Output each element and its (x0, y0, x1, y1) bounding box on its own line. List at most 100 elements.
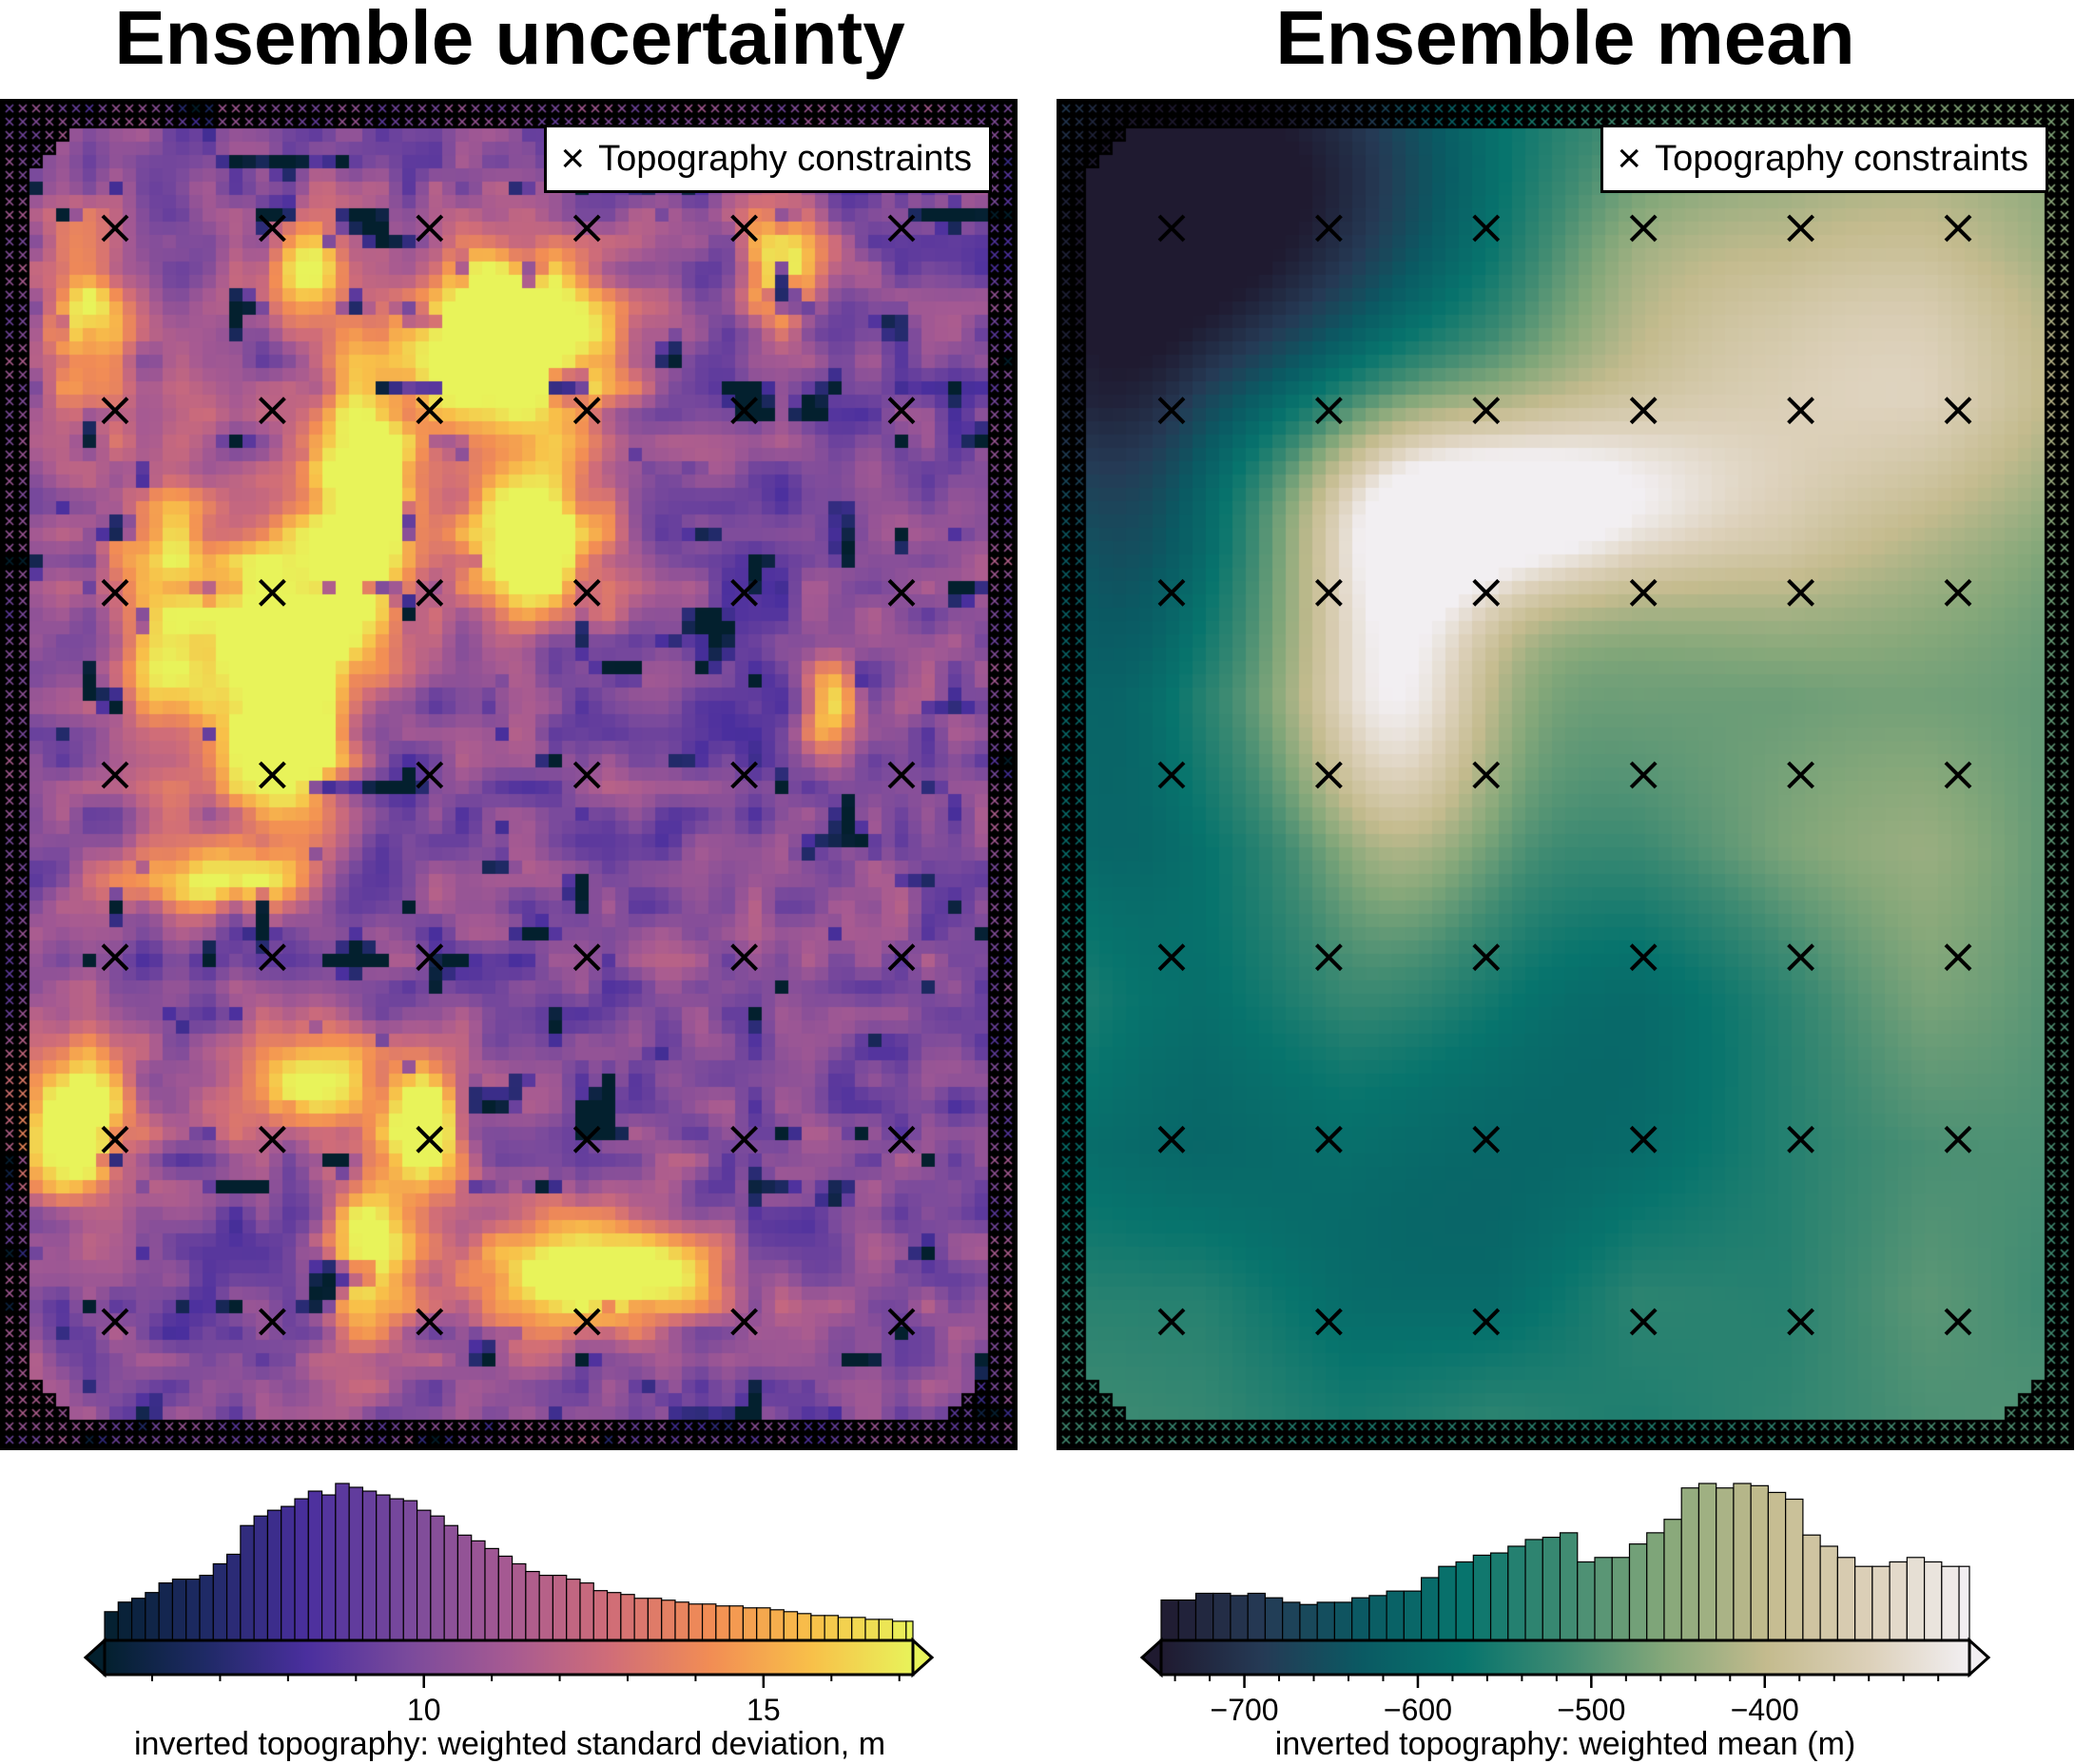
histogram-bar (606, 1592, 622, 1641)
histogram-bar (240, 1524, 255, 1641)
histogram-bar (348, 1486, 364, 1641)
histogram-bar (1264, 1597, 1284, 1641)
right-colorbar-label: inverted topography: weighted mean (m) (1274, 1726, 1856, 1762)
left-legend-label: Topography constraints (598, 138, 972, 179)
constraint-marker (887, 1308, 916, 1336)
histogram-bar (1750, 1484, 1770, 1641)
constraint-marker (1787, 578, 1815, 607)
histogram-bar (1386, 1590, 1405, 1641)
colorbar (103, 1638, 915, 1677)
histogram-bar (810, 1615, 825, 1641)
constraint-marker (887, 761, 916, 789)
tick-label: −400 (1731, 1693, 1799, 1727)
histogram-bar (130, 1598, 146, 1641)
constraint-marker (1157, 1308, 1186, 1336)
histogram-bar (674, 1601, 689, 1641)
histogram-bar (320, 1494, 337, 1641)
histogram-bar (1785, 1498, 1804, 1641)
constraint-marker (416, 214, 444, 242)
constraint-marker (1314, 1308, 1343, 1336)
constraint-marker (572, 761, 601, 789)
histogram-bar (1628, 1543, 1648, 1641)
constraint-marker (258, 1125, 286, 1153)
histogram-bar (511, 1562, 527, 1641)
histogram-bar (253, 1515, 269, 1641)
histogram-bar (1282, 1601, 1301, 1641)
right-colorbar-histogram: −700 −600 −500 −400 (1139, 1483, 1991, 1727)
histogram-bar (864, 1619, 880, 1641)
histogram-bar (497, 1555, 514, 1641)
histogram-bar (158, 1582, 174, 1641)
histogram-bar (443, 1524, 459, 1641)
constraint-marker (1629, 1125, 1658, 1153)
histogram-bar (647, 1598, 663, 1641)
histogram-bar (1680, 1487, 1700, 1641)
tick-label: 10 (407, 1693, 441, 1727)
histogram-bar (484, 1547, 499, 1641)
constraint-marker (1157, 397, 1186, 425)
histogram-bar (592, 1590, 609, 1641)
histogram-bar (212, 1562, 228, 1641)
histogram-bar (1247, 1592, 1267, 1641)
histogram-bar (1906, 1557, 1926, 1641)
constraint-marker (1629, 761, 1658, 789)
constraint-marker (1629, 397, 1658, 425)
histogram-bar (335, 1483, 350, 1641)
constraint-marker (1157, 943, 1186, 972)
histogram-bar (1299, 1603, 1318, 1641)
constraint-marker (258, 1308, 286, 1336)
constraint-marker (1314, 761, 1343, 789)
histogram-bar (1316, 1601, 1336, 1641)
histogram-bar (1351, 1597, 1370, 1641)
constraint-marker (258, 214, 286, 242)
colorbar-max-extension (1968, 1637, 1991, 1678)
constraint-marker (730, 1308, 759, 1336)
constraint-marker (1787, 1308, 1815, 1336)
colorbar-min-extension (83, 1637, 107, 1678)
constraint-marker (1787, 214, 1815, 242)
histogram-bar (416, 1509, 432, 1641)
constraint-marker (258, 397, 286, 425)
colorbar-min-extension (1139, 1637, 1163, 1678)
histogram-bar (661, 1599, 676, 1641)
histogram-bar (633, 1598, 650, 1641)
constraint-marker (258, 578, 286, 607)
histogram-bar (1472, 1554, 1492, 1641)
histogram-bar (171, 1579, 187, 1641)
histogram-bar (1941, 1565, 1960, 1641)
constraint-marker (730, 761, 759, 789)
histogram-bar (471, 1540, 486, 1641)
constraint-marker (1944, 1308, 1972, 1336)
histogram-bar (1438, 1565, 1457, 1641)
left-colorbar-label: inverted topography: weighted standard d… (133, 1726, 886, 1762)
constraint-marker (101, 1308, 129, 1336)
tick-label: −700 (1211, 1693, 1279, 1727)
right-legend-label: Topography constraints (1655, 138, 2028, 179)
constraint-marker (1314, 578, 1343, 607)
histogram-bar (1577, 1560, 1596, 1641)
constraint-marker (1472, 214, 1501, 242)
constraint-marker (101, 578, 129, 607)
constraint-marker (1787, 1125, 1815, 1153)
histogram-bar (1212, 1592, 1231, 1641)
constraint-marker (101, 397, 129, 425)
constraint-marker (101, 214, 129, 242)
histogram-bar (1923, 1560, 1943, 1641)
histogram-bar (1854, 1565, 1873, 1641)
right-chart-title: Ensemble mean (1275, 0, 1855, 80)
constraint-marker (887, 214, 916, 242)
constraint-marker (572, 943, 601, 972)
histogram-bar (1177, 1599, 1197, 1641)
histogram-bar (905, 1620, 914, 1641)
colorbar (1159, 1638, 1971, 1677)
histogram-bar (361, 1490, 378, 1641)
right-legend: × Topography constraints (1600, 125, 2048, 193)
histogram-bar (878, 1619, 894, 1641)
histogram-bar (688, 1603, 704, 1641)
histogram-bar (837, 1617, 853, 1641)
constraint-marker (730, 1125, 759, 1153)
histogram-bar (1889, 1560, 1908, 1641)
right-heatmap-panel: × Topography constraints (1057, 99, 2074, 1450)
constraint-marker (1944, 397, 1972, 425)
histogram-bar (525, 1570, 540, 1641)
